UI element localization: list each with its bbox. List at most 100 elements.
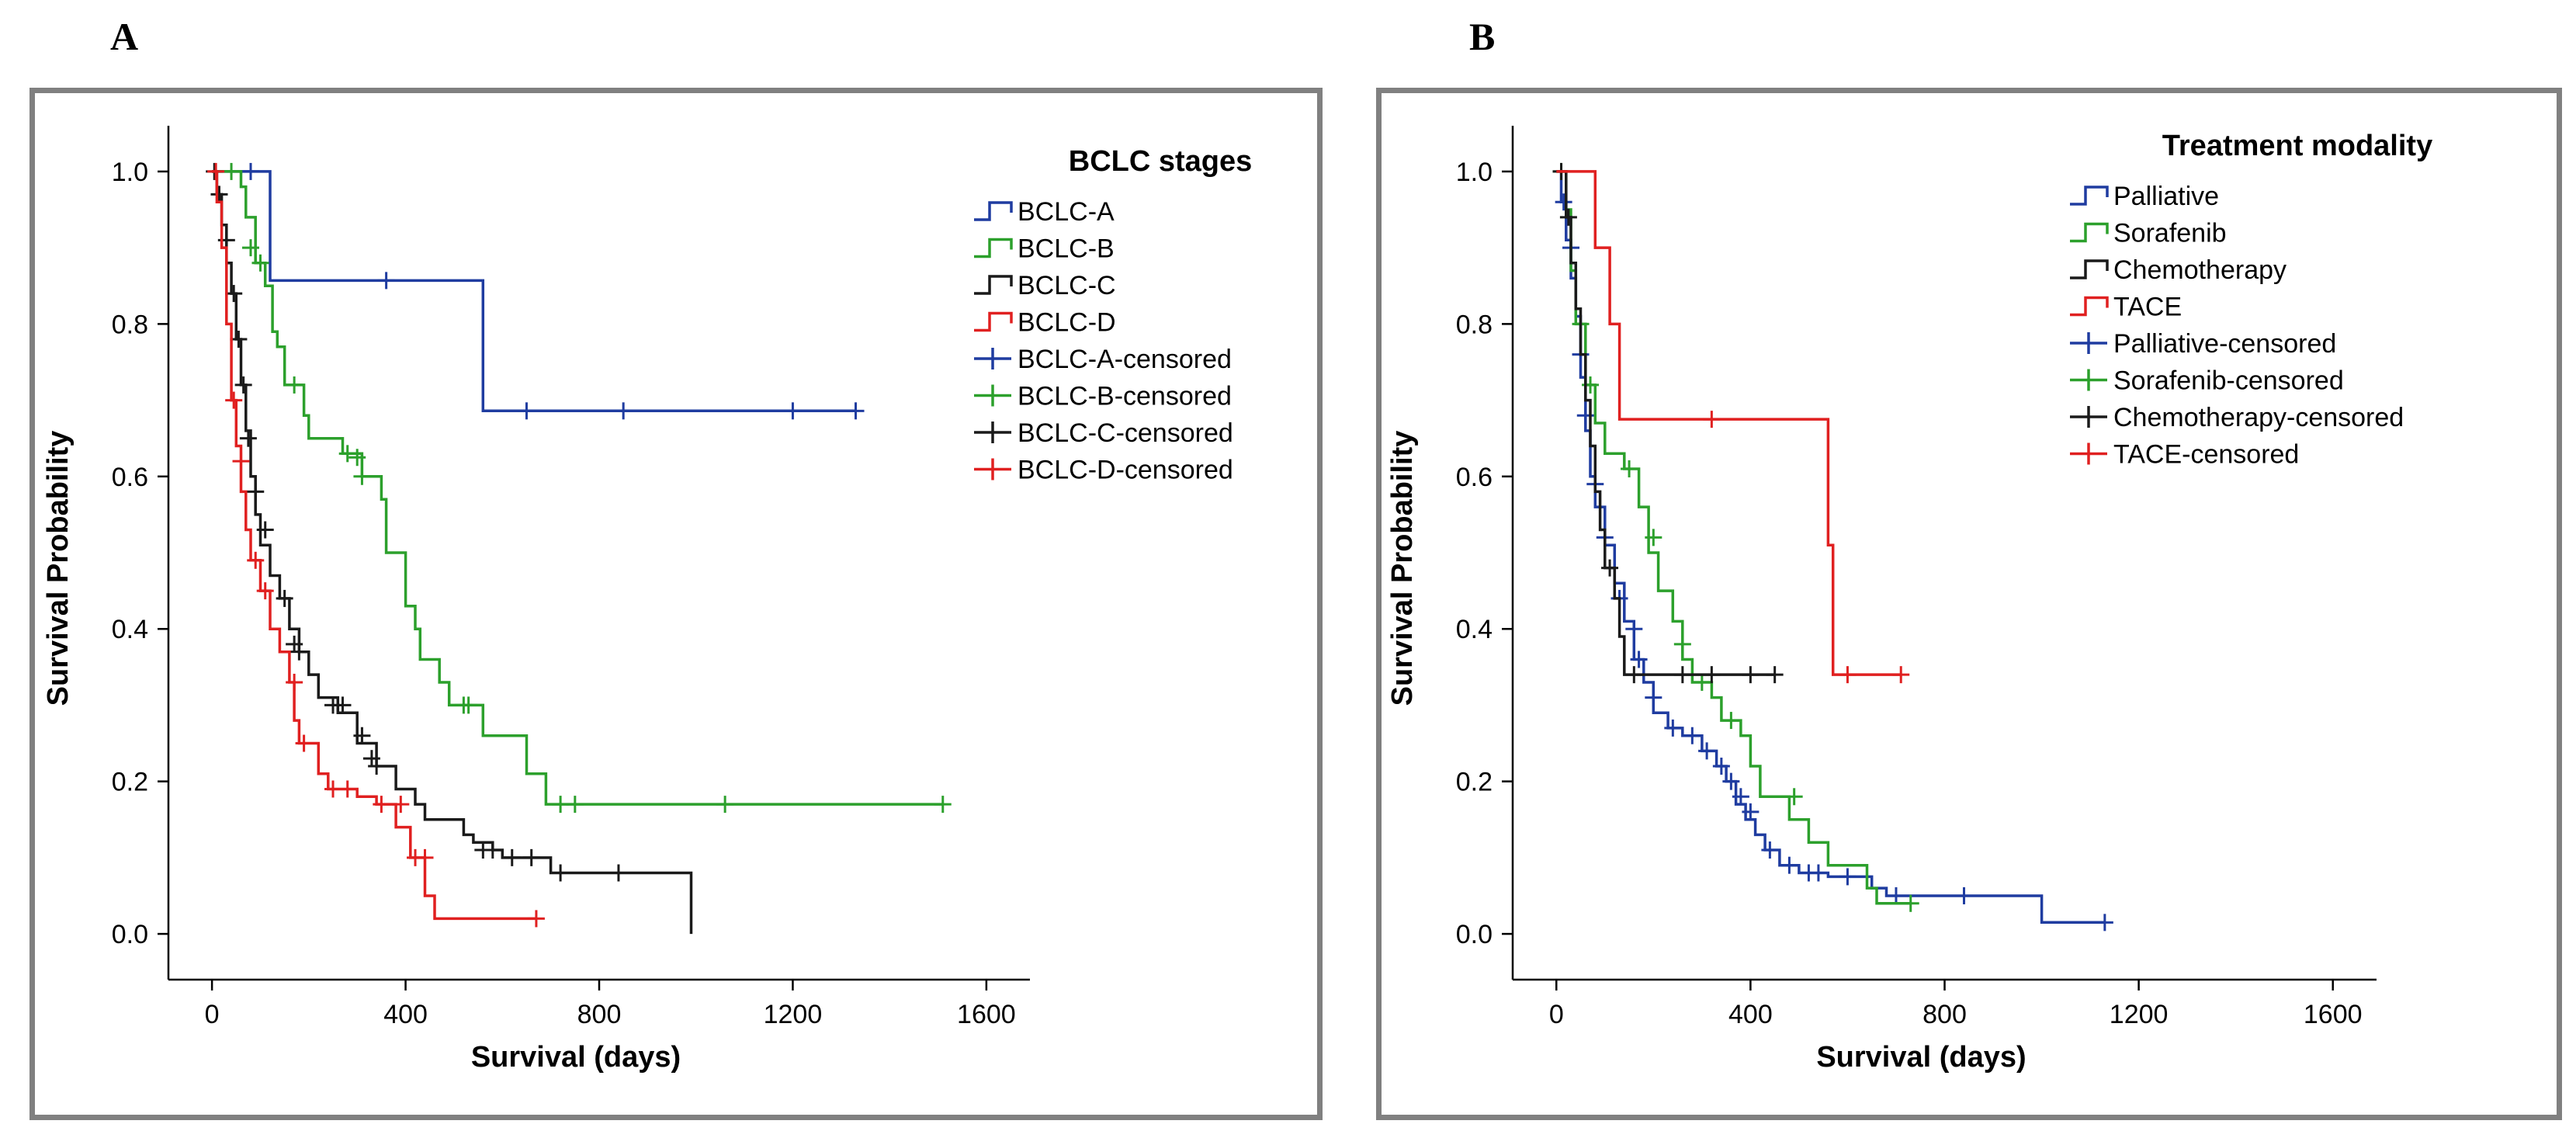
chart-frame-b <box>1376 88 2562 1120</box>
censor-mark <box>518 402 536 420</box>
survival-curve-3 <box>1556 170 1775 676</box>
legend-label: Sorafenib-censored <box>2113 366 2344 396</box>
censor-mark <box>527 910 545 928</box>
censor-mark <box>353 727 371 744</box>
legend-step-swatch <box>2070 296 2109 317</box>
legend-label: Chemotherapy-censored <box>2113 403 2404 432</box>
censor-mark <box>1809 864 1827 882</box>
censor-mark <box>459 696 477 714</box>
legend-label: Palliative <box>2113 182 2219 211</box>
legend-label: BCLC-C-censored <box>1018 418 1233 448</box>
censor-mark <box>1722 712 1740 730</box>
censor-mark <box>1839 868 1857 886</box>
censor-mark <box>784 402 802 420</box>
legend-label: BCLC-A-censored <box>1018 345 1232 374</box>
y-tick-label: 0.6 <box>112 463 148 492</box>
x-tick-label: 1600 <box>957 1000 1016 1029</box>
x-tick-label: 1200 <box>2110 1000 2169 1029</box>
survival-curve-4 <box>1556 170 1902 676</box>
censor-mark <box>716 796 734 814</box>
panel-label-a: A <box>110 15 139 58</box>
legend-label: Sorafenib <box>2113 219 2227 248</box>
legend-label: BCLC-D-censored <box>1018 456 1233 485</box>
censor-mark <box>1703 666 1721 684</box>
legend-item: BCLC-C <box>974 271 1116 300</box>
legend-item: Sorafenib <box>2070 219 2227 248</box>
censor-mark <box>1839 666 1857 684</box>
censor-mark <box>416 848 434 866</box>
censor-mark <box>256 521 274 539</box>
censor-mark <box>225 391 243 409</box>
censor-mark <box>348 449 366 467</box>
censor-mark <box>1955 886 1973 904</box>
y-axis-title: Survival Probability <box>42 431 75 706</box>
y-tick-label: 0.8 <box>112 310 148 339</box>
panel-label-b: B <box>1469 15 1496 58</box>
survival-curve-2 <box>212 170 943 806</box>
censor-mark <box>256 582 274 600</box>
legend-label: TACE-censored <box>2113 440 2299 470</box>
legend-item: TACE <box>2070 293 2182 322</box>
legend-item: Palliative <box>2070 182 2219 211</box>
censor-mark <box>1630 650 1648 668</box>
legend-label: BCLC-A <box>1018 197 1115 227</box>
censor-mark <box>1722 772 1740 790</box>
legend-label: Palliative-censored <box>2113 329 2336 359</box>
censor-mark <box>1785 788 1803 806</box>
y-tick-label: 1.0 <box>112 158 148 187</box>
x-tick-label: 400 <box>1728 1000 1773 1029</box>
censor-mark <box>1683 727 1701 744</box>
x-axis-title: Survival (days) <box>471 1041 681 1074</box>
censor-mark <box>1645 689 1662 706</box>
legend-step-swatch <box>2070 186 2109 206</box>
censor-mark <box>503 848 521 866</box>
censor-mark <box>1673 666 1691 684</box>
legend-label: BCLC-B <box>1018 234 1115 264</box>
x-tick-label: 800 <box>1922 1000 1967 1029</box>
censor-mark <box>377 272 395 290</box>
x-tick-label: 0 <box>205 1000 220 1029</box>
x-tick-label: 0 <box>1549 1000 1564 1029</box>
censor-mark <box>207 162 225 180</box>
survival-curve-4 <box>212 170 536 921</box>
censor-mark <box>1703 411 1721 428</box>
censor-mark <box>338 780 356 798</box>
censor-mark <box>1780 856 1798 874</box>
censor-mark <box>234 376 252 394</box>
censor-mark <box>1555 193 1572 211</box>
x-tick-label: 1600 <box>2304 1000 2363 1029</box>
censor-mark <box>934 796 952 814</box>
censor-mark <box>552 796 570 814</box>
legend-item: BCLC-B <box>974 234 1115 264</box>
censor-mark <box>373 796 390 814</box>
censor-mark <box>484 841 501 859</box>
censor-mark <box>1621 460 1638 477</box>
y-tick-label: 0.2 <box>1456 768 1493 797</box>
legend-label: TACE <box>2113 293 2182 322</box>
censor-mark <box>392 796 410 814</box>
censor-mark <box>223 162 241 180</box>
censor-mark <box>522 848 540 866</box>
censor-mark <box>1712 758 1730 775</box>
censor-mark <box>334 696 352 714</box>
legend-item: BCLC-A <box>974 197 1115 227</box>
censor-mark <box>324 780 342 798</box>
censor-mark <box>1673 635 1691 653</box>
censor-mark <box>239 429 257 447</box>
censor-mark <box>232 453 250 470</box>
legend-step-swatch <box>2070 259 2109 279</box>
censor-mark <box>1732 788 1749 806</box>
survival-curve-1 <box>212 170 856 413</box>
censor-mark <box>295 734 313 752</box>
censor-mark <box>286 376 303 394</box>
censor-mark <box>847 402 865 420</box>
x-tick-label: 1200 <box>764 1000 823 1029</box>
legend-item: BCLC-D-censored <box>974 456 1233 485</box>
censor-mark <box>251 254 269 272</box>
legend-step-swatch <box>2070 222 2109 243</box>
survival-curve-1 <box>1556 170 2105 925</box>
censor-mark <box>1902 894 1919 912</box>
y-tick-label: 0.8 <box>1456 310 1493 339</box>
censor-mark <box>1892 666 1910 684</box>
